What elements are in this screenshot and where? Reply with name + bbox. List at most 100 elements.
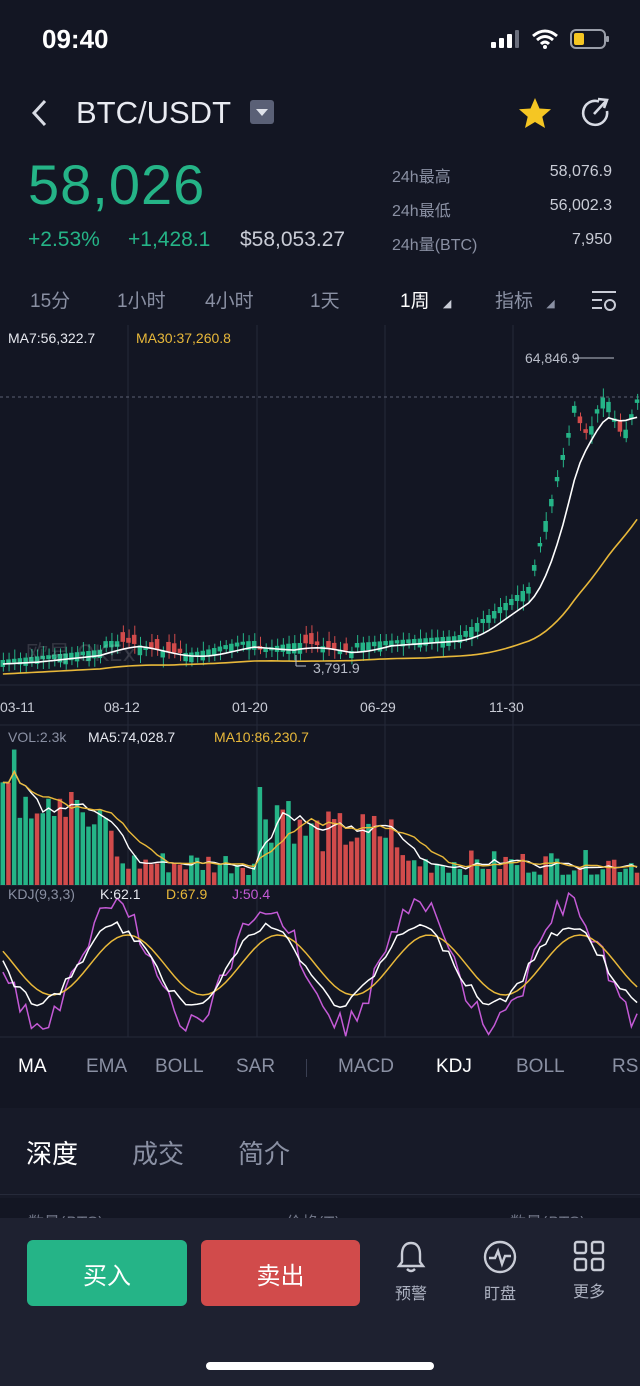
tab-1h[interactable]: 1小时	[117, 291, 166, 312]
stat-low-label: 24h最低	[392, 203, 451, 220]
candle-body	[143, 646, 148, 650]
x-tick: 01-20	[232, 699, 268, 715]
candle-body	[211, 648, 217, 655]
chart-settings-button[interactable]	[590, 288, 618, 318]
candle-body	[149, 642, 154, 649]
tab-1w[interactable]: 1周 ◢	[400, 286, 451, 313]
candle-body	[594, 409, 600, 414]
usd-price: $58,053.27	[240, 228, 346, 251]
tab-indicators[interactable]: 指标 ◢	[495, 286, 555, 313]
tab-15m[interactable]: 15分	[30, 291, 71, 312]
watch-button[interactable]: 盯盘	[465, 1240, 535, 1304]
ind-tab-ema[interactable]: EMA	[86, 1056, 128, 1077]
bell-icon	[396, 1241, 426, 1273]
volume-bar	[120, 863, 126, 885]
candle-body	[51, 654, 57, 660]
home-indicator	[206, 1362, 434, 1370]
ind-tab-boll-sub[interactable]: BOLL	[516, 1056, 565, 1077]
candle-body	[400, 639, 406, 647]
ind-tab-kdj[interactable]: KDJ	[436, 1056, 472, 1077]
more-button[interactable]: 更多	[554, 1240, 624, 1302]
tab-4h[interactable]: 4小时	[205, 291, 254, 312]
ind-tab-boll[interactable]: BOLL	[155, 1056, 204, 1077]
volume-bar	[303, 835, 308, 885]
volume-bar	[91, 824, 97, 885]
volume-bar	[320, 851, 326, 885]
candle-body	[80, 651, 86, 656]
volume-bar	[57, 798, 63, 885]
volume-bar	[86, 826, 91, 885]
tab-intro[interactable]: 简介	[238, 1139, 291, 1169]
sell-button[interactable]: 卖出	[201, 1240, 360, 1306]
volume-bar	[451, 862, 457, 885]
pair-title[interactable]: BTC/USDT	[76, 95, 231, 130]
volume-bar	[126, 868, 131, 885]
candle-body	[234, 642, 240, 647]
volume-bar	[211, 872, 217, 885]
volume-bar	[51, 815, 57, 885]
volume-bar	[383, 837, 388, 885]
candle-body	[240, 641, 246, 645]
caret-icon: ◢	[546, 298, 555, 310]
volume-bar	[280, 809, 286, 885]
back-button[interactable]	[30, 98, 50, 132]
volume-bar	[520, 853, 526, 885]
ind-tab-sar[interactable]: SAR	[236, 1056, 276, 1077]
candle-body	[583, 429, 588, 433]
candle-body	[46, 655, 51, 660]
volume-bar	[0, 782, 6, 885]
candle-body	[394, 640, 400, 644]
wifi-icon	[532, 29, 558, 49]
volume-bar	[286, 801, 291, 885]
tab-trades[interactable]: 成交	[132, 1139, 185, 1169]
volume-bar	[463, 874, 468, 885]
pulse-icon	[483, 1240, 517, 1274]
volume-bar	[314, 820, 320, 885]
candle-body	[171, 643, 177, 653]
volume-bar	[480, 868, 486, 885]
pair-dropdown-button[interactable]	[250, 100, 274, 124]
x-tick: 11-30	[489, 699, 524, 715]
candle-body	[291, 643, 297, 654]
favorite-button[interactable]	[518, 97, 552, 133]
x-tick: 06-29	[360, 699, 396, 715]
alert-button[interactable]: 预警	[376, 1240, 446, 1304]
ind-tab-macd[interactable]: MACD	[338, 1056, 394, 1077]
volume-bar	[531, 871, 537, 885]
candle-body	[326, 641, 331, 648]
candle-body	[40, 655, 46, 660]
volume-bar	[143, 859, 148, 885]
tab-depth[interactable]: 深度	[26, 1139, 79, 1169]
candle-body	[11, 658, 17, 663]
ind-tab-ma[interactable]: MA	[18, 1056, 47, 1077]
candle-body	[486, 615, 491, 623]
candle-body	[480, 619, 486, 624]
candle-body	[366, 642, 371, 650]
volume-bar	[629, 863, 634, 885]
candle-body	[189, 652, 194, 663]
share-button[interactable]	[580, 97, 612, 133]
buy-button[interactable]: 买入	[27, 1240, 187, 1306]
candle-body	[560, 455, 566, 460]
caret-icon: ◢	[442, 298, 452, 310]
tab-1d[interactable]: 1天	[310, 291, 340, 312]
ind-tab-rsi[interactable]: RS	[612, 1056, 639, 1077]
candle-body	[160, 650, 166, 658]
volume-bar	[566, 874, 571, 885]
volume-bar	[114, 856, 120, 885]
divider	[306, 1059, 307, 1077]
battery-icon	[570, 29, 609, 49]
volume-bar	[611, 859, 617, 885]
volume-bar	[400, 855, 406, 885]
volume-bar	[217, 863, 223, 885]
more-label: 更多	[572, 1282, 605, 1301]
volume-bar	[634, 872, 640, 885]
kline-chart[interactable]	[0, 325, 640, 1045]
kdj-k-line	[2, 921, 638, 1008]
volume-bar	[343, 844, 348, 885]
candle-body	[246, 641, 251, 651]
volume-bar	[617, 872, 623, 885]
volume-bar	[503, 856, 508, 885]
candle-body	[343, 643, 348, 651]
candle-body	[383, 641, 388, 646]
